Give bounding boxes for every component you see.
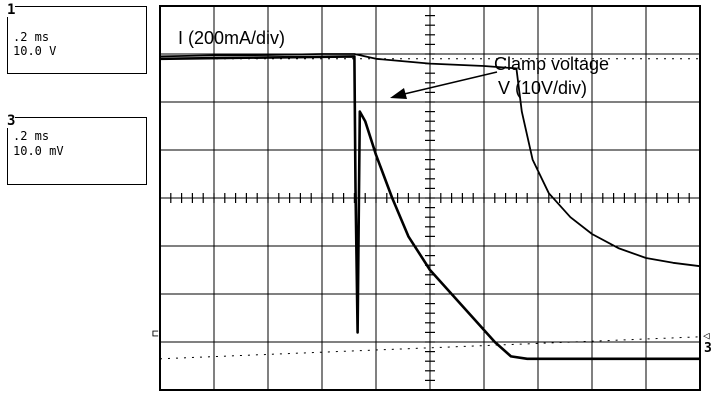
- trace-current: [159, 55, 700, 361]
- clamp-voltage-label: Clamp voltage: [494, 54, 609, 74]
- ground-marker-right: ◁: [703, 329, 710, 342]
- channel-3-timebase: .2 ms: [13, 129, 50, 143]
- voltage-scale-label: V (10V/div): [498, 78, 587, 98]
- plot-traces: [159, 53, 701, 361]
- channel-1-scale: 10.0 V: [13, 44, 57, 58]
- channel-3-number: 3: [7, 113, 16, 129]
- ground-marker-left: ⊏: [152, 327, 159, 340]
- clamp-arrow: [399, 71, 498, 96]
- clamp-arrow-head: [390, 88, 407, 99]
- channel-1-readout: 1 .2 ms 10.0 V: [7, 2, 147, 74]
- channel-3-scale: 10.0 mV: [13, 144, 64, 158]
- ground-marker-channel: 3: [704, 341, 712, 356]
- plot-annotations: I (200mA/div) Clamp voltage V (10V/div) …: [152, 28, 712, 356]
- channel-3-readout: 3 .2 ms 10.0 mV: [7, 113, 147, 185]
- channel-1-timebase: .2 ms: [13, 30, 50, 44]
- channel-1-number: 1: [7, 2, 16, 18]
- trace-voltage: [159, 53, 701, 268]
- current-label: I (200mA/div): [178, 28, 285, 48]
